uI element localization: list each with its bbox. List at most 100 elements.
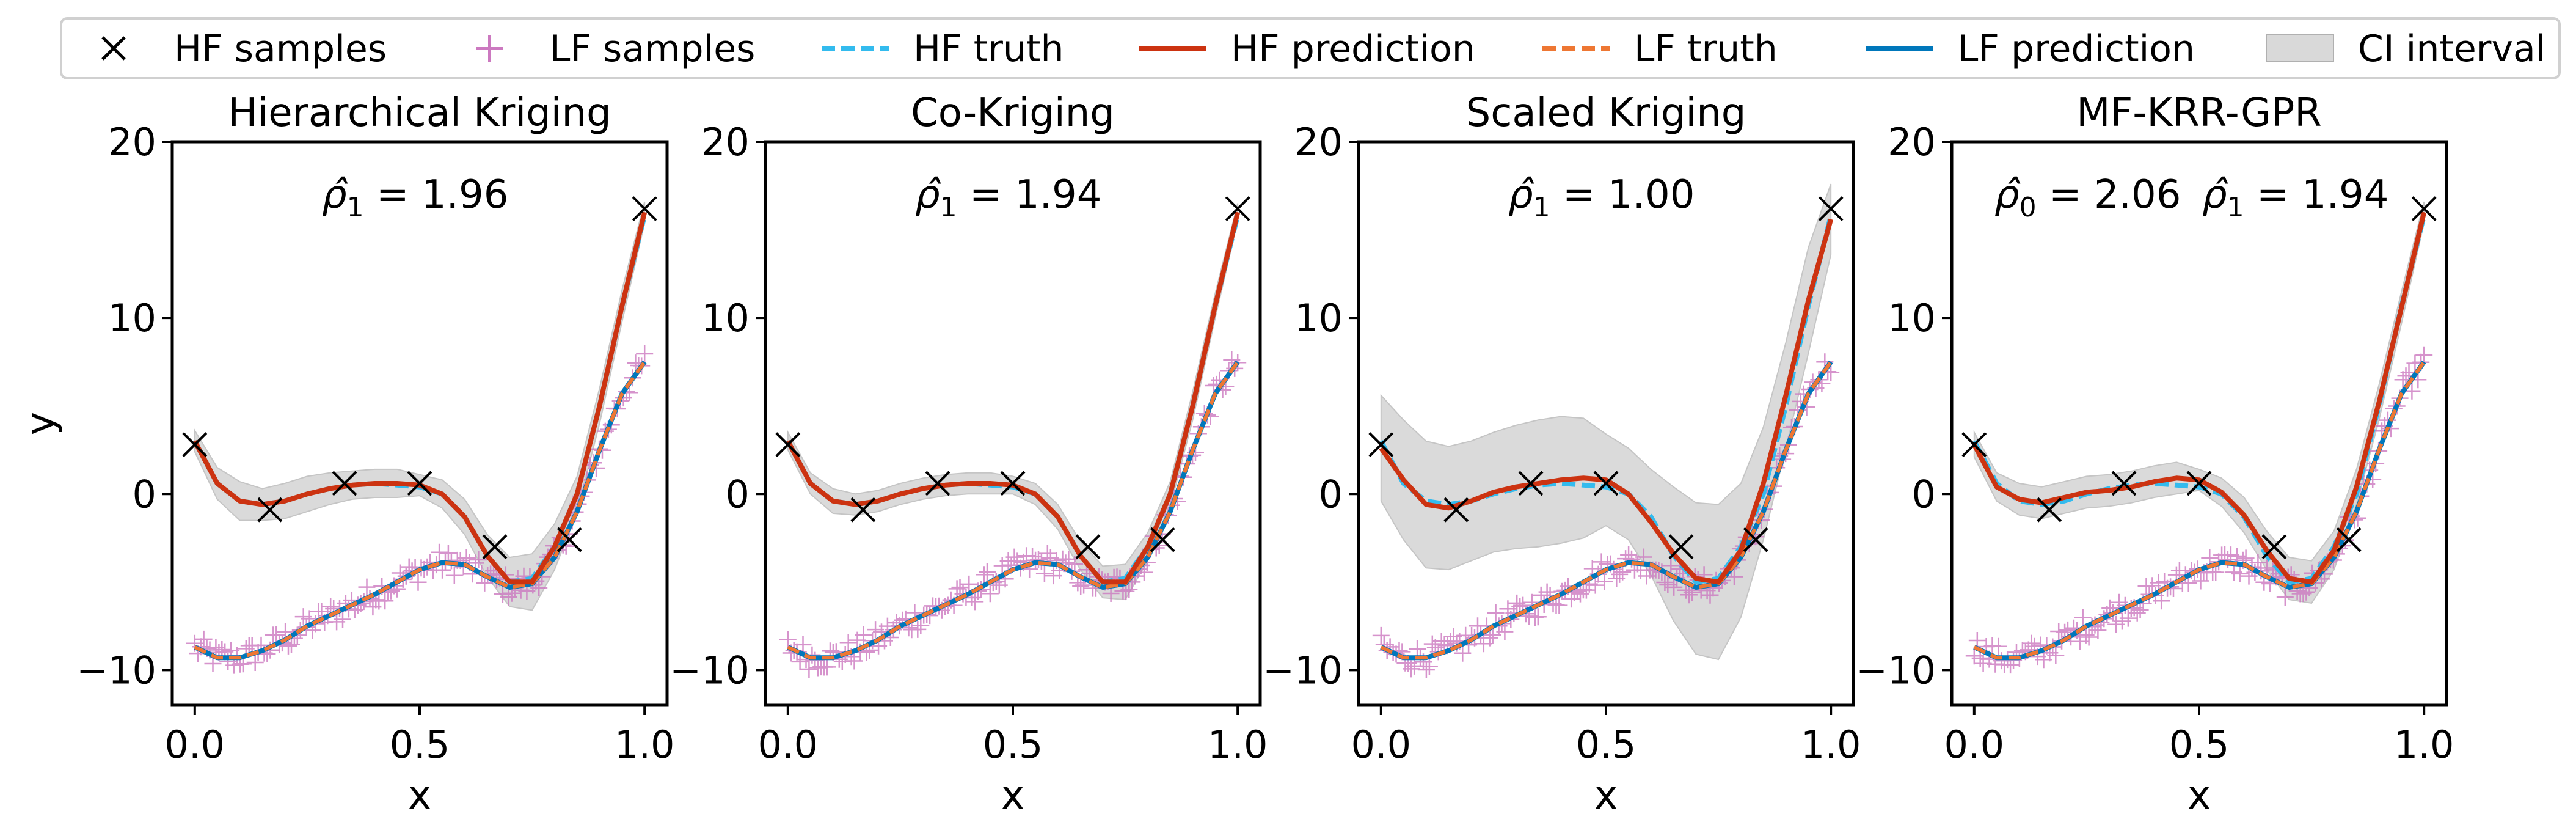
lf-sample-marker (1005, 548, 1023, 566)
lf-sample-marker (445, 567, 463, 584)
legend-item-hf-truth: HF truth (822, 28, 1064, 70)
rho-value: 1.00 (1608, 172, 1695, 218)
rho-annotation: ρ̂1 = 1.96 (322, 172, 508, 223)
rho-value: 1.94 (1015, 172, 1102, 218)
x-tick-label: 0.0 (758, 722, 819, 767)
lf-sample-marker (2276, 589, 2294, 606)
lf-sample-marker (500, 588, 517, 606)
x-tick-label: 0.5 (390, 722, 450, 767)
legend: HF samples LF samples HF truth HF predictio… (60, 17, 2561, 79)
lf-sample-marker (1529, 608, 1547, 626)
legend-label: HF prediction (1231, 28, 1475, 70)
ci-band (1380, 183, 1832, 661)
lf-sample-marker (358, 578, 376, 596)
lf-sample-marker (1420, 658, 1438, 675)
hf-sample-marker (482, 534, 508, 560)
rho-symbol: ρ̂ (2202, 172, 2228, 218)
rho-subscript: 0 (2020, 192, 2037, 223)
lf-sample-marker (794, 636, 812, 653)
rho-symbol: ρ̂ (1508, 172, 1534, 218)
y-tick-label: 0 (133, 472, 156, 516)
lf-sample-marker (839, 634, 857, 651)
hf-sample-marker (1818, 196, 1844, 221)
hf-sample-marker (632, 196, 657, 221)
lf-sample-marker (334, 611, 351, 628)
lf-sample-marker (1726, 568, 1743, 585)
legend-item-hf-samples: HF samples (101, 28, 387, 70)
legend-label: HF samples (174, 28, 387, 70)
hf-truth-line (786, 215, 1241, 585)
rho-value: 2.06 (2094, 172, 2181, 218)
lf-sample-marker (1372, 626, 1390, 644)
panel-2: −10 0 10 20 0.0 0.5 1.0 Co-Kriging x ρ̂1 = 1.94 (670, 90, 1268, 818)
lf-sample-marker (779, 631, 797, 648)
lf-truth-line (1380, 361, 1833, 660)
legend-item-lf-truth: LF truth (1542, 28, 1778, 70)
y-tick-label: −10 (76, 648, 156, 692)
lf-sample-marker (2153, 592, 2170, 610)
lf-sample-marker (909, 620, 927, 638)
hf-sample-marker (182, 432, 208, 457)
hf-sample-marker (925, 471, 950, 496)
panel-1: −10 0 10 20 0.0 0.5 1.0 Hierarchical Kriging x y ρ… (18, 90, 674, 818)
rho-equals: = (1550, 172, 1608, 218)
y-tick-label: 20 (1294, 120, 1343, 164)
hf-prediction-line (786, 211, 1241, 585)
rho-value: 1.96 (421, 172, 509, 218)
x-tick-label: 0.0 (1351, 722, 1412, 767)
hf-sample-marker (2186, 471, 2212, 496)
rho-equals: = (2244, 172, 2302, 218)
x-tick-label: 1.0 (1208, 722, 1268, 767)
x-axis-label: x (2187, 773, 2211, 818)
lf-sample-marker (1496, 623, 1514, 640)
x-axis-label: x (1594, 773, 1618, 818)
lf-sample-marker (1586, 576, 1604, 594)
y-tick-label: 10 (1888, 296, 1936, 340)
hf-sample-marker (2336, 527, 2362, 552)
lf-truth-line (1973, 361, 2426, 660)
y-tick-label: 20 (1888, 120, 1936, 164)
hf-sample-marker (1443, 497, 1469, 523)
lf-sample-marker (1072, 578, 1090, 595)
lf-sample-marker (2074, 609, 2092, 626)
hf-sample-marker (407, 471, 432, 496)
legend-item-ci-interval: CI interval (2266, 28, 2545, 70)
lf-sample-marker (636, 345, 654, 362)
ci-band (787, 203, 1239, 601)
y-tick-label: −10 (670, 648, 750, 692)
lf-sample-marker (1487, 604, 1505, 622)
lf-sample-marker (1409, 640, 1426, 658)
lf-sample-marker (960, 575, 978, 593)
y-axis-label: y (18, 412, 64, 435)
x-tick-label: 1.0 (1801, 722, 1861, 767)
rho-estimate-text: ρ̂1 = 1.96 (322, 172, 508, 223)
hf-sample-marker (850, 497, 876, 523)
hf-truth-line (1972, 215, 2427, 585)
rho-annotation: ρ̂1 = 1.00 (1508, 172, 1695, 223)
y-tick-label: 10 (701, 296, 750, 340)
lf-sample-marker (246, 654, 264, 671)
lf-sample-marker (1656, 574, 1674, 591)
lf-sample-marker (2119, 609, 2137, 627)
rho-equals: = (2037, 172, 2094, 218)
lf-sample-marker (1066, 556, 1084, 573)
lf-sample-marker (2231, 565, 2249, 582)
hf-sample-marker (2037, 497, 2062, 523)
hf-sample-marker (1668, 534, 1694, 560)
lf-sample-marker (1596, 573, 1613, 590)
rho-subscript: 1 (940, 192, 957, 223)
lf-sample-marker (409, 573, 427, 591)
lf-sample-marker (2080, 628, 2098, 646)
lf-sample-marker (1550, 596, 1568, 614)
rho-equals: = (364, 172, 421, 218)
panel-title: Co-Kriging (911, 90, 1115, 136)
lf-sample-marker (2201, 549, 2219, 567)
lf-sample-marker (530, 579, 548, 596)
lf-sample-marker (2415, 346, 2433, 364)
legend-frame (60, 17, 2561, 79)
lf-sample-marker (1665, 578, 1683, 596)
hf-prediction-line (1379, 218, 1834, 585)
legend-x-marker-icon (101, 36, 126, 61)
rho-estimate-text: ρ̂1 = 1.94 (2202, 172, 2388, 223)
